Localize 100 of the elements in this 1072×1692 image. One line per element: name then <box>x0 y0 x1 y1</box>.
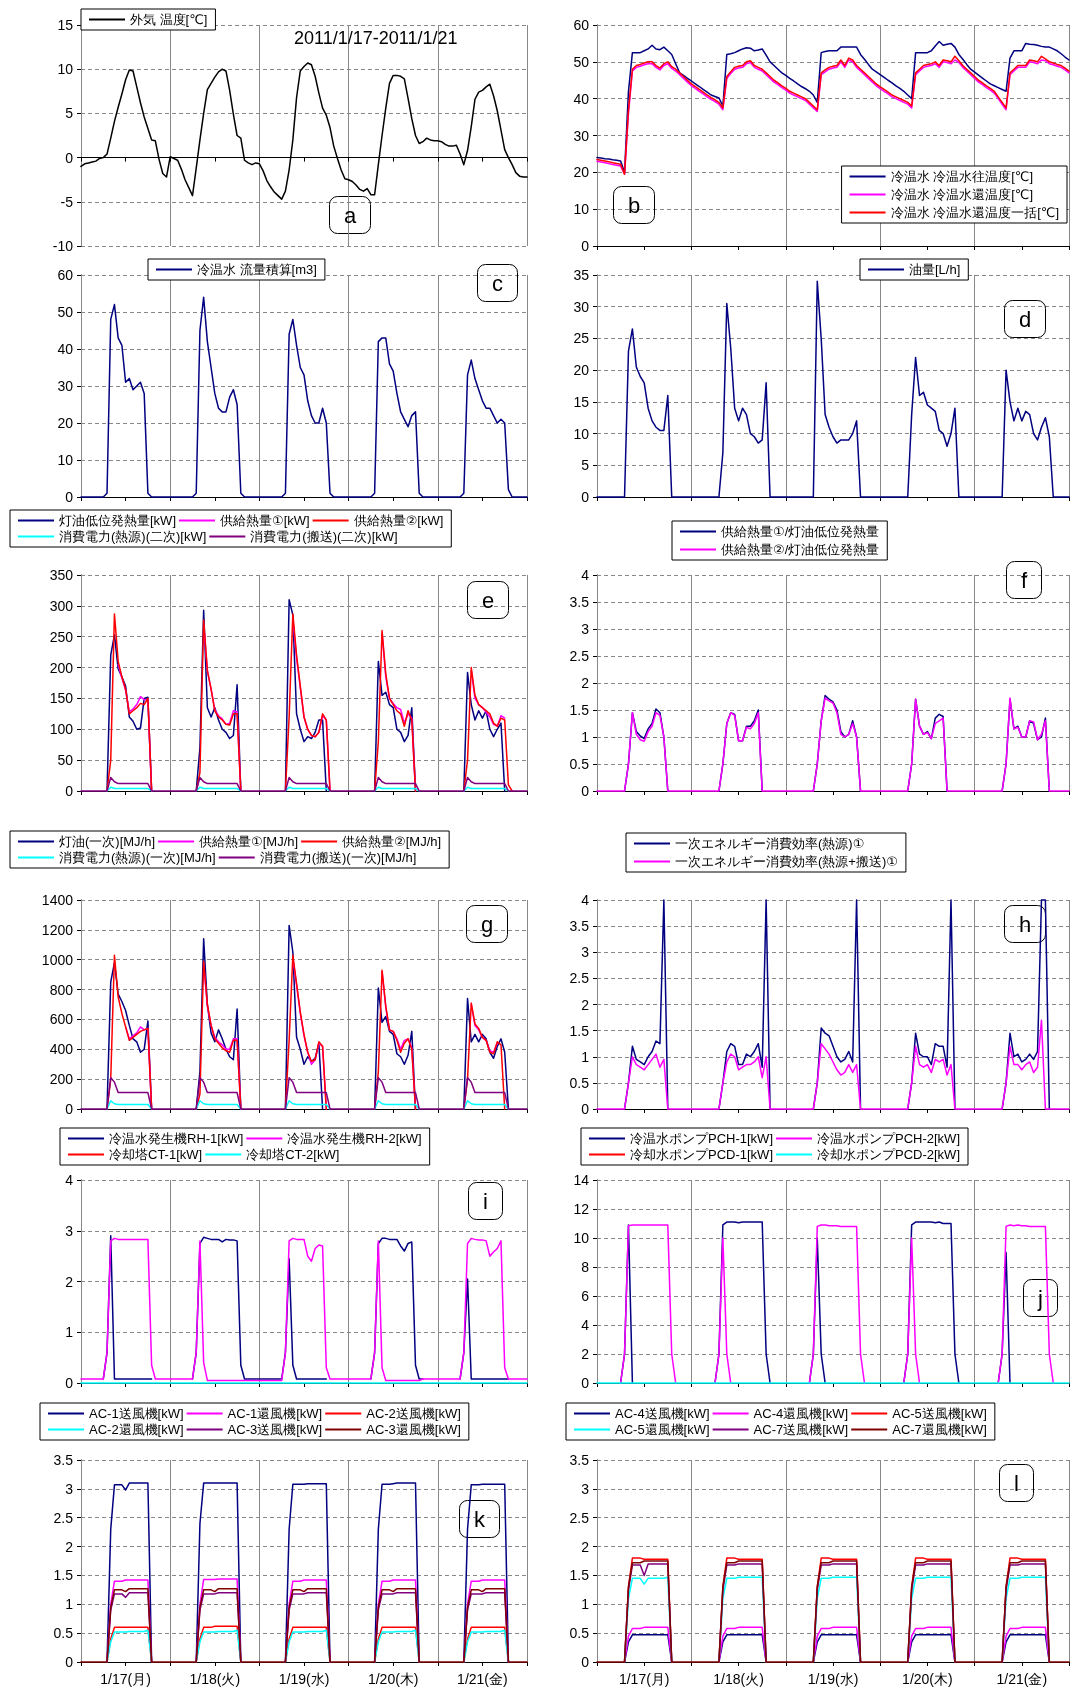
y-tick-label: 0 <box>581 783 590 799</box>
x-tick-label: 1/18(火) <box>713 1671 764 1687</box>
y-tick-label: 30 <box>57 378 74 394</box>
y-tick-label: -10 <box>52 238 74 254</box>
legend-label: AC-1送風機[kW] <box>89 1406 184 1421</box>
legend-label: AC-4還風機[kW] <box>753 1406 849 1421</box>
y-tick-label: 3 <box>65 1480 74 1497</box>
legend-label: 消費電力(搬送)(一次)[MJ/h] <box>259 850 417 865</box>
y-tick-label: 30 <box>573 127 590 144</box>
y-tick-label: 1 <box>65 1324 74 1341</box>
y-tick-label: 10 <box>573 425 590 442</box>
y-tick-label: 2 <box>65 1273 74 1290</box>
annotation: e <box>482 587 495 613</box>
legend-label: 冷温水ポンプPCH-1[kW] <box>630 1131 773 1146</box>
annotation: k <box>474 1506 486 1532</box>
y-tick-label: 2 <box>581 1538 590 1555</box>
annotation: i <box>483 1188 488 1214</box>
line-series <box>80 62 528 200</box>
y-tick-label: 60 <box>57 267 74 283</box>
y-tick-label: 1000 <box>41 951 74 968</box>
y-tick-label: 30 <box>573 298 590 315</box>
y-tick-label: 0.5 <box>53 1625 74 1642</box>
legend-label: 供給熱量①[kW] <box>219 513 310 528</box>
legend-label: AC-5送風機[kW] <box>892 1406 987 1421</box>
y-tick-label: 15 <box>57 17 74 33</box>
legend-label: 供給熱量①[MJ/h] <box>199 834 299 849</box>
y-tick-label: 3.5 <box>569 594 590 610</box>
x-tick-label: 1/17(月) <box>100 1671 151 1687</box>
y-tick-label: 3.5 <box>569 1452 590 1468</box>
legend-label: 冷温水発生機RH-2[kW] <box>287 1131 422 1146</box>
y-tick-label: 0.5 <box>569 756 590 772</box>
annotation: a <box>344 202 357 228</box>
y-tick-label: 10 <box>57 452 74 468</box>
x-tick-label: 1/19(水) <box>807 1671 859 1687</box>
y-tick-label: 1 <box>581 1048 590 1065</box>
y-tick-label: 3.5 <box>569 918 590 935</box>
y-tick-label: 1.5 <box>53 1567 74 1584</box>
x-tick-label: 1/21(金) <box>996 1671 1048 1687</box>
y-tick-label: 0 <box>581 1375 590 1391</box>
legend-label: 消費電力(熱源)(一次)[MJ/h] <box>59 850 216 865</box>
annotation: g <box>481 911 494 937</box>
legend-label: 消費電力(搬送)(二次)[kW] <box>250 529 398 544</box>
legend-label: AC-3還風機[kW] <box>366 1422 461 1437</box>
y-tick-label: 300 <box>49 597 74 614</box>
y-tick-label: 4 <box>65 1172 74 1188</box>
y-tick-label: 50 <box>57 304 74 320</box>
annotation: j <box>1037 1285 1043 1311</box>
y-tick-label: 50 <box>573 53 590 70</box>
y-tick-label: 10 <box>57 61 74 78</box>
y-tick-label: 15 <box>573 393 590 410</box>
y-tick-label: 12 <box>573 1201 590 1217</box>
y-tick-label: 6 <box>581 1288 590 1304</box>
y-tick-label: 400 <box>49 1041 74 1058</box>
x-tick-label: 1/19(水) <box>278 1671 330 1687</box>
y-tick-label: 40 <box>57 341 74 357</box>
y-tick-label: 250 <box>49 628 74 645</box>
y-tick-label: 350 <box>49 567 74 583</box>
legend-label: 消費電力(熱源)(二次)[kW] <box>59 529 207 544</box>
chart-title: 2011/1/17-2011/1/21 <box>294 28 458 48</box>
y-tick-label: 3 <box>581 944 590 961</box>
legend-label: 冷却水ポンプPCD-2[kW] <box>817 1147 960 1162</box>
x-tick-label: 1/21(金) <box>457 1671 508 1687</box>
y-tick-label: 0.5 <box>569 1074 590 1091</box>
annotation: d <box>1019 306 1032 332</box>
legend-label: 灯油低位発熱量[kW] <box>59 513 176 528</box>
legend-label: AC-1還風機[kW] <box>227 1406 323 1421</box>
y-tick-label: 8 <box>581 1259 590 1275</box>
y-tick-label: 0 <box>65 1101 74 1117</box>
annotation: b <box>628 192 641 218</box>
y-tick-label: 20 <box>573 164 590 181</box>
legend-label: AC-7還風機[kW] <box>892 1422 987 1437</box>
y-tick-label: 1 <box>581 1596 590 1613</box>
y-tick-label: 0 <box>581 238 590 254</box>
y-tick-label: 0 <box>65 1654 74 1670</box>
y-tick-label: 2 <box>581 1346 590 1362</box>
y-tick-label: 200 <box>49 1071 74 1088</box>
y-tick-label: 5 <box>581 457 590 474</box>
y-tick-label: 10 <box>573 201 590 218</box>
y-tick-label: 1.5 <box>569 702 590 718</box>
y-tick-label: 3 <box>581 1480 590 1497</box>
y-tick-label: 0 <box>65 1375 74 1391</box>
annotation: c <box>492 270 503 296</box>
line-series <box>80 776 528 792</box>
legend-label: AC-2還風機[kW] <box>89 1422 184 1437</box>
legend-label: 一次エネルギー消費効率(熱源)① <box>675 836 865 851</box>
y-tick-label: 40 <box>573 90 590 107</box>
y-tick-label: 1 <box>581 729 590 745</box>
y-tick-label: 4 <box>581 567 590 583</box>
y-tick-label: 2.5 <box>53 1509 74 1526</box>
legend-label: 供給熱量①/灯油低位発熱量 <box>721 524 880 539</box>
y-tick-label: 3 <box>581 621 590 637</box>
y-tick-label: 10 <box>573 1230 590 1246</box>
y-tick-label: 0 <box>581 1101 590 1117</box>
y-tick-label: -5 <box>60 193 74 210</box>
legend-label: 冷却水ポンプPCD-1[kW] <box>630 1147 773 1162</box>
y-tick-label: 0 <box>65 149 74 166</box>
y-tick-label: 2.5 <box>569 970 590 987</box>
legend-label: AC-7送風機[kW] <box>753 1422 849 1437</box>
line-series <box>80 296 528 498</box>
legend-label: 供給熱量②[kW] <box>353 513 444 528</box>
